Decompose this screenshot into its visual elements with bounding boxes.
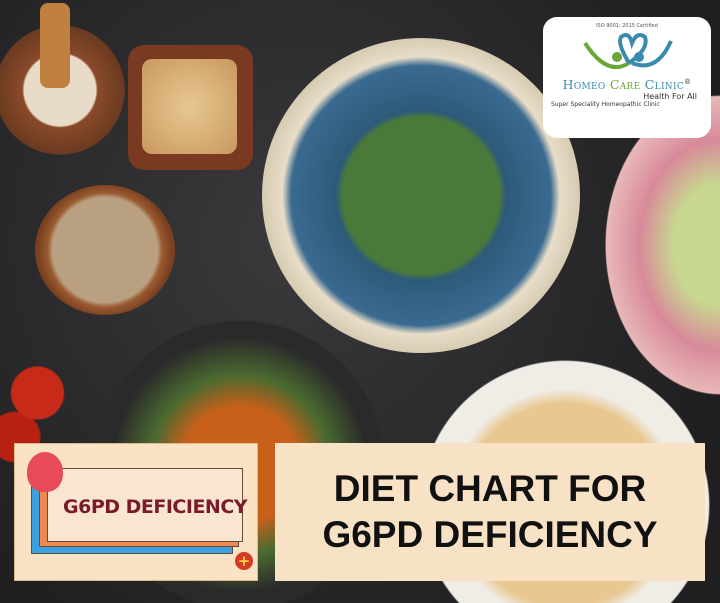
seeds-bowl [35, 185, 175, 315]
vegetable-bowl [262, 38, 580, 353]
clinic-logo: ISO 9001: 2015 Certified Homeo Care Clin… [543, 17, 711, 138]
iso-certification: ISO 9001: 2015 Certified [596, 23, 658, 29]
headline-line-2: G6PD DEFICIENCY [322, 514, 658, 555]
badge-text: G6PD DEFICIENCY [63, 496, 248, 518]
heart-people-logo-icon [583, 33, 673, 69]
salad-plate [605, 95, 720, 395]
red-blood-cell-mascot-icon [27, 452, 63, 492]
headline-panel: DIET CHART FOR G6PD DEFICIENCY [275, 443, 705, 581]
wooden-scoop [40, 3, 70, 88]
clinic-name: Homeo Care Clinic® [562, 77, 692, 92]
clinic-subtitle: Super Speciality Homeopathic Clinic [551, 101, 660, 108]
headline-line-1: DIET CHART FOR [333, 468, 647, 509]
cashew-dish [128, 45, 253, 170]
clinic-tagline: Health For All [643, 92, 697, 101]
badge-inner-layer [47, 468, 243, 542]
plus-icon: + [235, 552, 253, 570]
g6pd-badge: G6PD DEFICIENCY + [14, 443, 258, 581]
